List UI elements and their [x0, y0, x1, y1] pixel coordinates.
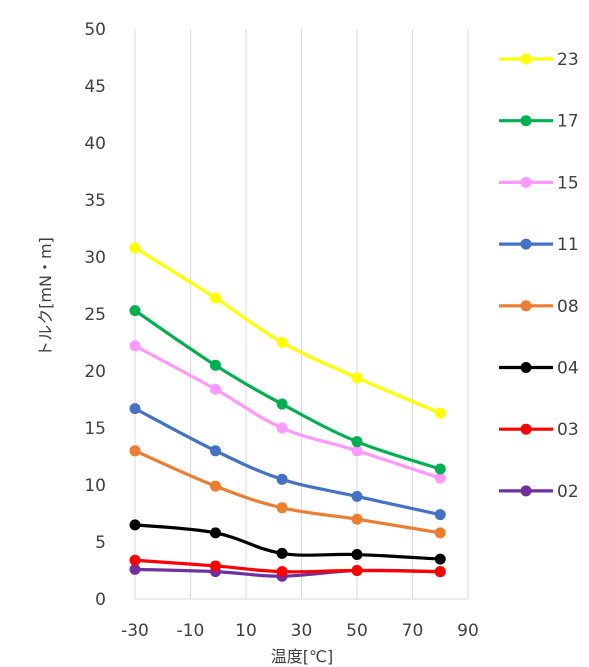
x-tick-label: 10: [235, 621, 257, 641]
data-point: [129, 242, 141, 254]
legend-swatch-marker: [520, 238, 532, 250]
series-11: [129, 403, 446, 521]
legend-item-04: 04: [499, 359, 579, 379]
data-point: [209, 383, 221, 395]
grid: [134, 29, 469, 600]
data-point: [434, 407, 446, 419]
data-point: [209, 445, 221, 457]
legend-label: 17: [557, 112, 579, 132]
data-point: [209, 527, 221, 539]
x-tick-label: 50: [346, 621, 368, 641]
data-point: [276, 422, 288, 434]
data-point: [129, 340, 141, 352]
legend-item-23: 23: [499, 50, 579, 70]
legend-item-02: 02: [499, 482, 579, 502]
x-tick-labels: -30 -10 10 30 50 70 90: [121, 621, 479, 641]
y-tick-label: 15: [84, 419, 106, 439]
data-point: [129, 554, 141, 566]
legend-swatch-marker: [520, 362, 532, 373]
data-point: [129, 305, 141, 317]
data-point: [209, 560, 221, 572]
x-tick-label: 70: [402, 621, 424, 641]
series-17: [129, 305, 446, 475]
legend-label: 15: [557, 173, 579, 193]
legend-swatch-marker: [520, 423, 532, 435]
legend-item-03: 03: [499, 420, 579, 440]
legend-swatch-marker: [520, 176, 532, 188]
data-point: [276, 566, 288, 578]
legend-label: 02: [557, 482, 579, 502]
legend-swatch-marker: [520, 485, 532, 497]
data-point: [129, 445, 141, 457]
data-point: [276, 398, 288, 410]
y-tick-label: 20: [84, 362, 106, 382]
data-point: [209, 480, 221, 492]
series-15: [129, 340, 446, 484]
y-axis-title: トルク[mN・m]: [36, 237, 55, 357]
y-tick-label: 10: [84, 476, 106, 496]
data-point: [351, 549, 363, 561]
y-tick-label: 5: [95, 533, 106, 553]
data-point: [209, 292, 221, 304]
x-tick-label: 90: [457, 621, 479, 641]
data-point: [129, 403, 141, 415]
y-tick-label: 45: [84, 77, 106, 97]
legend-item-15: 15: [499, 173, 579, 193]
y-tick-label: 35: [84, 191, 106, 211]
data-point: [434, 553, 446, 565]
x-tick-label: -10: [177, 621, 205, 641]
data-point: [276, 547, 288, 559]
data-point: [434, 472, 446, 484]
data-point: [209, 359, 221, 371]
x-tick-label: -30: [121, 621, 149, 641]
data-point: [434, 509, 446, 521]
legend-label: 11: [557, 235, 579, 255]
legend-label: 23: [557, 50, 579, 70]
legend-swatch-marker: [520, 53, 532, 65]
data-point: [276, 473, 288, 485]
legend-label: 04: [557, 359, 579, 379]
legend-swatch-marker: [520, 115, 532, 127]
legend: 23 17 15 11 08 04 03 02: [499, 50, 579, 502]
y-tick-label: 30: [84, 248, 106, 268]
legend-item-17: 17: [499, 112, 579, 132]
legend-swatch-marker: [520, 300, 532, 312]
data-point: [351, 513, 363, 525]
series-23: [129, 242, 446, 419]
data-point: [351, 565, 363, 576]
x-tick-label: 30: [291, 621, 313, 641]
plot-area: [129, 242, 446, 582]
data-point: [351, 372, 363, 384]
series-08: [129, 445, 446, 539]
data-point: [351, 445, 363, 457]
x-axis-title: 温度[℃]: [271, 647, 333, 666]
data-point: [351, 436, 363, 448]
legend-item-08: 08: [499, 297, 579, 317]
legend-label: 08: [557, 297, 579, 317]
data-point: [351, 490, 363, 502]
data-point: [434, 566, 446, 578]
data-point: [434, 463, 446, 475]
series-03: [129, 554, 446, 578]
y-tick-label: 40: [84, 134, 106, 154]
legend-item-11: 11: [499, 235, 579, 255]
y-tick-label: 25: [84, 305, 106, 325]
series-04: [129, 519, 446, 565]
y-tick-label: 50: [84, 20, 106, 40]
data-point: [129, 519, 141, 531]
data-point: [434, 527, 446, 539]
data-point: [129, 563, 141, 575]
legend-label: 03: [557, 420, 579, 440]
y-tick-label: 0: [95, 590, 106, 610]
data-point: [276, 502, 288, 514]
y-tick-labels: 0 5 10 15 20 25 30 35 40 45 50: [84, 20, 106, 610]
data-point: [276, 337, 288, 348]
